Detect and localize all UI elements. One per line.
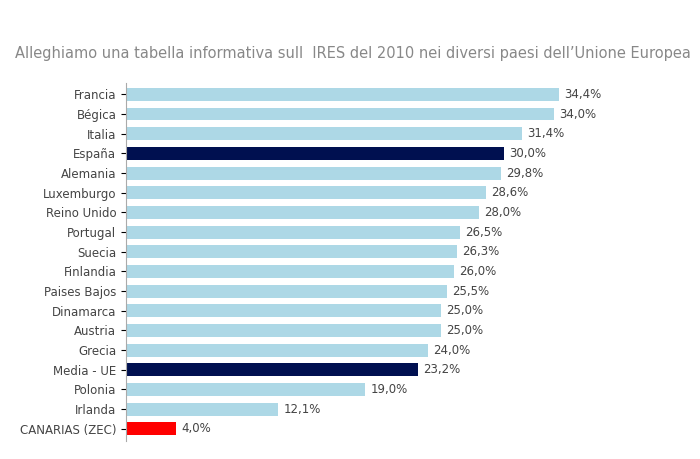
Text: 28,6%: 28,6% [491, 186, 528, 199]
Text: 23,2%: 23,2% [424, 364, 461, 376]
Bar [126, 127, 522, 140]
Bar [126, 422, 176, 435]
Bar [126, 226, 460, 239]
Bar [126, 88, 559, 101]
Text: 4,0%: 4,0% [181, 422, 211, 435]
Text: 30,0%: 30,0% [509, 147, 546, 160]
Bar [126, 364, 419, 376]
Text: 34,4%: 34,4% [564, 88, 602, 101]
Bar [126, 186, 486, 199]
Bar [126, 285, 447, 297]
Text: Alleghiamo una tabella informativa sull  IRES del 2010 nei diversi paesi dell’Un: Alleghiamo una tabella informativa sull … [15, 45, 691, 61]
Text: 12,1%: 12,1% [284, 403, 321, 416]
Text: 34,0%: 34,0% [559, 107, 596, 121]
Bar [126, 265, 454, 278]
Text: 26,5%: 26,5% [465, 226, 502, 239]
Text: 24,0%: 24,0% [433, 344, 470, 357]
Text: 29,8%: 29,8% [507, 167, 544, 179]
Bar [126, 108, 554, 121]
Bar [126, 324, 441, 337]
Bar [126, 403, 279, 415]
Text: 26,3%: 26,3% [463, 245, 500, 258]
Bar [126, 206, 479, 219]
Text: 25,0%: 25,0% [446, 324, 483, 337]
Text: 19,0%: 19,0% [370, 383, 407, 396]
Text: 26,0%: 26,0% [458, 265, 496, 278]
Text: 28,0%: 28,0% [484, 206, 521, 219]
Text: 25,0%: 25,0% [446, 304, 483, 317]
Bar [126, 383, 365, 396]
Bar [126, 167, 501, 179]
Text: 31,4%: 31,4% [526, 127, 564, 140]
Bar [126, 304, 441, 317]
Bar [126, 246, 457, 258]
Bar [126, 147, 504, 160]
Text: 25,5%: 25,5% [452, 285, 489, 297]
Bar [126, 344, 428, 357]
